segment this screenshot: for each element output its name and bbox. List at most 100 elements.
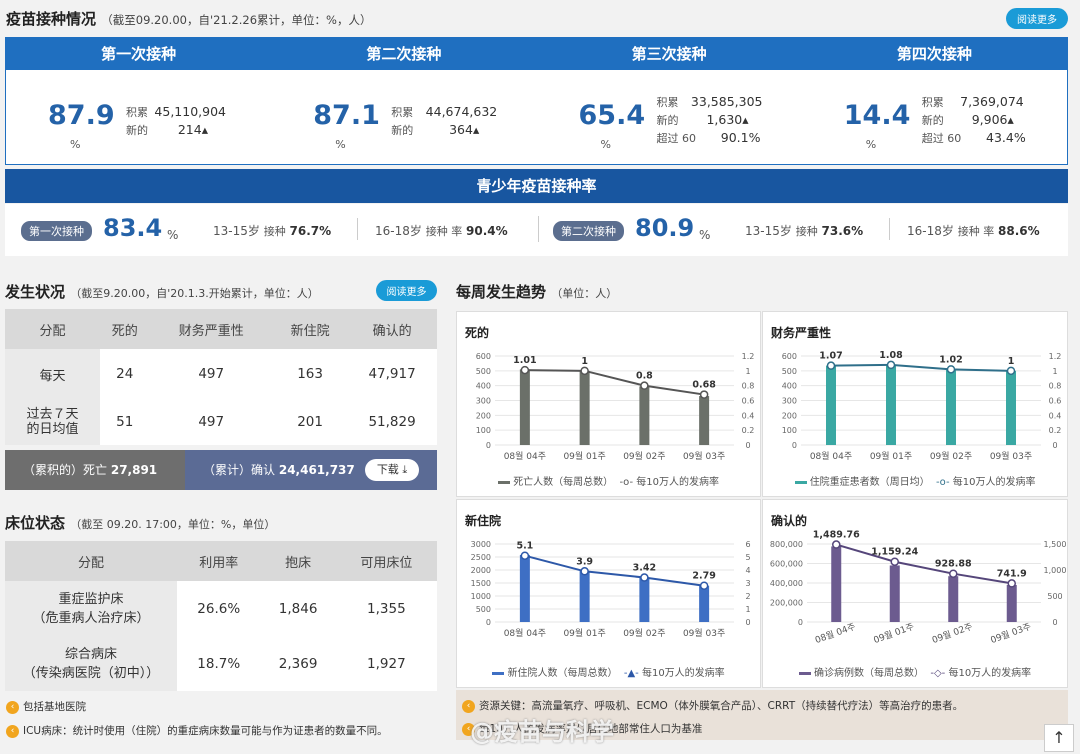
bar [519,369,530,445]
y-tick-label: 600,000 [770,560,803,569]
dose-3-header: 第三次接种 [631,45,707,63]
arrow-up-icon: ↑ [1052,728,1066,747]
x-tick-label: 08월 04주 [813,620,857,646]
dose-row: 积累 45,110,904 [126,104,226,119]
dose-row: 积累 44,674,632 [391,104,498,119]
line-point [949,569,958,578]
col-header: 新住院 [273,309,348,349]
beds-title: 床位状态 （截至 09.20. 17:00，单位：%，单位） [5,514,276,532]
table-row: 重症监护床 （危重病人治疗床） 26.6% 1,846 1,355 [5,581,437,637]
bar [831,546,842,622]
dose-row: 超过 60 90.1% [656,130,761,145]
data-label: 1 [581,356,588,367]
bar [699,585,710,622]
download-button[interactable]: 下载 ⤓ [365,459,419,481]
x-tick-label: 09월 01주 [563,450,605,462]
y2-tick-label: 0.4 [1049,411,1062,420]
dose-row: 新的 9,906▴ [921,112,1014,127]
chart-title: 财务严重性 [771,326,832,340]
y-tick-label: 400 [782,382,797,391]
dose-1-header: 第一次接种 [101,45,177,63]
x-tick-label: 08월 04주 [810,450,852,462]
occurrence-table: 分配 死的 财务严重性 新住院 确认的 每天 24 497 163 47,917… [5,309,437,445]
x-tick-label: 09월 03주 [990,450,1032,462]
chart-legend: 确诊病例数（每周总数） -◇- 每10万人的发病率 [763,664,1067,679]
chart-new-hospital: 新住院 0 500 1000 1500 2000 2500 3000 0 1 2 3 4 5 6 08월 0… [456,499,761,688]
y2-tick-label: 4 [745,566,750,575]
youth-dose-1-rate: 83.4 [103,214,163,242]
line-point [1006,366,1016,376]
vaccine-panel: 第一次接种 第二次接种 第三次接种 第四次接种 87.9 % 积累 45,110,… [5,37,1068,165]
y-tick-label: 300 [476,397,491,406]
youth-unit: % [167,228,179,242]
dose-row: 超过 60 43.4% [921,130,1026,145]
x-tick-label: 08월 04주 [504,627,546,639]
bar [579,571,590,622]
data-label: 1,489.76 [813,530,860,541]
cell: 1,927 [335,637,437,691]
y2-tick-label: 0.8 [742,382,755,391]
chart-svg: 0 500 1000 1500 2000 2500 3000 0 1 2 3 4 5 6 08월 04주 09… [471,540,751,639]
youth-age-13-15: 13-15岁 接种 73.6% [745,224,864,238]
data-label: 1.01 [513,355,536,366]
row-label: 每天 [5,349,100,399]
y-tick-label: 200 [476,411,491,420]
series-line [830,363,1012,372]
col-header: 可用床位 [335,541,437,581]
x-tick-label: 09월 01주 [870,450,912,462]
col-header: 抱床 [260,541,336,581]
col-header: 利用率 [177,541,261,581]
data-label: 3.42 [633,563,656,574]
chart-severe: 财务严重性 0 100 200 300 400 500 600 0 0.2 0.4 0.6 0.8 1 1… [762,311,1068,497]
y-tick-label: 100 [476,426,491,435]
legend-bar-swatch [498,480,510,484]
line-point [520,365,530,375]
chart-title: 新住院 [465,514,502,528]
line-point [699,581,709,590]
youth-dose-1-pill: 第一次接种 [21,220,92,241]
cell: 18.7% [177,637,261,691]
chart-legend: 死亡人数（每周总数） -o- 每10万人的发病率 [457,473,760,488]
cell: 1,846 [260,581,336,637]
y-tick-label: 500 [782,367,797,376]
y2-tick-label: 0 [1052,618,1057,627]
dose-row: 积累 7,369,074 [921,94,1024,109]
data-label: 5.1 [516,541,533,552]
y-tick-label: 600 [782,352,797,361]
x-tick-label: 09월 01주 [872,620,916,646]
col-header: 确认的 [347,309,437,349]
dose-unit: % [865,138,877,151]
data-label: 1 [1008,356,1015,367]
legend-line-swatch: -▲- [623,668,639,679]
line-point [886,360,896,370]
y-tick-label: 200 [782,411,797,420]
y-tick-label: 2500 [471,553,491,562]
line-point [640,381,649,390]
line-point [1007,579,1016,588]
bar [889,565,900,622]
youth-unit: % [699,228,711,242]
vaccine-subtitle: （截至09.20.00，自'21.2.26累计，单位：%，人） [101,13,372,27]
col-header: 死的 [100,309,150,349]
chart-title: 确认的 [771,514,808,528]
line-point [699,390,709,399]
dose-row: 新的 1,630▴ [656,112,749,127]
weekly-title: 每周发生趋势 （单位：人） [456,283,618,301]
series-line [524,369,705,396]
occurrence-more-button[interactable]: 阅读更多 [376,280,437,301]
info-icon: ‹ [6,724,19,738]
cell: 51 [100,399,150,445]
x-tick-label: 09월 02주 [930,450,972,462]
cell: 26.6% [177,581,261,637]
data-label: 1.02 [939,354,962,365]
y2-tick-label: 0.2 [1049,426,1062,435]
table-row: 过去７天 的日均值 51 497 201 51,829 [5,399,437,445]
y2-tick-label: 0 [745,441,750,450]
bar [639,577,650,622]
dose-unit: % [70,138,81,151]
vaccine-more-button[interactable]: 阅读更多 [1006,8,1068,29]
legend-line-swatch: -o- [619,477,634,488]
col-header: 分配 [5,541,177,581]
youth-age-16-18: 16-18岁 接种 率 88.6% [907,224,1040,238]
scroll-top-button[interactable]: ↑ [1044,724,1074,752]
